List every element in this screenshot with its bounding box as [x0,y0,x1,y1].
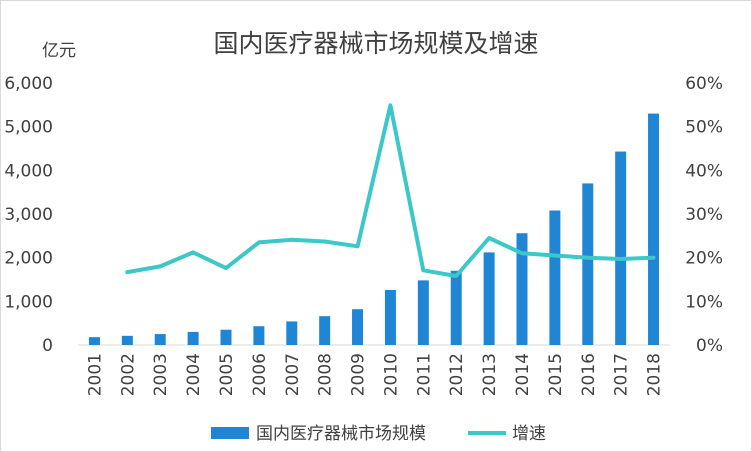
left-tick-label: 1,000 [4,292,53,312]
chart-title: 国内医疗器械市场规模及增速 [213,29,538,58]
bar-series [88,113,660,345]
bar [450,270,462,345]
right-tick-label: 50% [685,118,723,138]
bar [154,334,166,345]
x-tick-label: 2004 [184,353,204,396]
right-axis-ticks: 0% 10% 20% 30% 40% 50% 60% [685,74,723,356]
bar [549,210,561,345]
bar [483,252,495,345]
x-tick-label: 2009 [349,353,369,396]
x-tick-label: 2015 [546,353,566,396]
bar [516,233,528,345]
bar [187,331,199,345]
bar [253,326,265,345]
right-tick-label: 0% [696,336,723,356]
left-tick-label: 2,000 [4,249,53,269]
bar [384,289,396,345]
left-tick-label: 5,000 [4,118,53,138]
x-tick-label: 2017 [612,353,632,396]
x-tick-label: 2005 [217,353,237,396]
x-tick-label: 2007 [283,353,303,396]
right-tick-label: 20% [685,249,723,269]
legend-label-line: 增速 [512,424,546,444]
right-tick-label: 60% [685,74,723,94]
bar [220,329,232,345]
bar [319,316,331,345]
x-tick-label: 2011 [414,353,434,396]
right-tick-label: 10% [685,292,723,312]
x-tick-label: 2003 [151,353,171,396]
left-axis-unit: 亿元 [42,41,76,61]
x-tick-label: 2016 [579,353,599,396]
x-tick-label: 2014 [513,353,533,396]
right-tick-label: 40% [685,161,723,181]
x-tick-label: 2001 [85,353,105,396]
bar [352,309,364,345]
x-tick-label: 2010 [381,353,401,396]
left-tick-label: 6,000 [4,74,53,94]
bar [286,321,298,345]
bar [121,335,133,345]
bar [88,337,100,345]
bar [417,280,429,345]
left-tick-label: 0 [42,336,53,356]
x-tick-label: 2008 [316,353,336,396]
bar [615,151,627,345]
x-axis-ticks: 2001 2002 2003 2004 2005 2006 2007 2008 2009 2010… [85,353,664,396]
legend-label-bar: 国内医疗器械市场规模 [256,424,426,444]
legend: 国内医疗器械市场规模 增速 [211,424,546,444]
growth-line [125,103,656,278]
legend-swatch-bar [211,427,249,439]
x-tick-label: 2012 [447,353,467,396]
left-tick-label: 4,000 [4,161,53,181]
x-tick-label: 2013 [480,353,500,396]
left-tick-label: 3,000 [4,205,53,225]
x-tick-label: 2006 [250,353,270,396]
bar [648,113,660,345]
x-tick-label: 2018 [645,353,665,396]
line-series [125,103,656,278]
x-tick-label: 2002 [118,353,138,396]
right-tick-label: 30% [685,205,723,225]
left-axis-ticks: 0 1,000 2,000 3,000 4,000 5,000 6,000 [4,74,53,356]
bar [582,183,594,345]
